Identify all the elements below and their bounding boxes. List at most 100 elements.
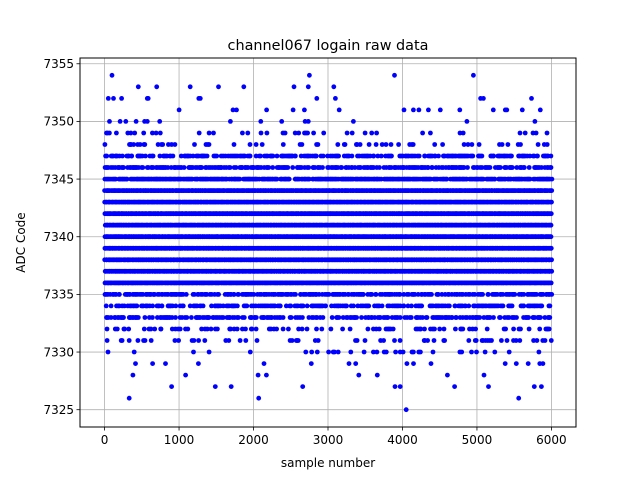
- data-point: [134, 303, 140, 309]
- data-point: [472, 292, 478, 297]
- data-point: [517, 338, 523, 343]
- data-point: [126, 338, 132, 343]
- data-point: [231, 292, 237, 297]
- data-point: [361, 349, 367, 355]
- data-point: [405, 303, 411, 309]
- data-point: [340, 315, 346, 320]
- data-point: [296, 326, 301, 332]
- data-point: [549, 257, 554, 263]
- data-point: [548, 211, 554, 217]
- data-point: [397, 292, 403, 297]
- data-point: [300, 303, 306, 309]
- data-point: [176, 338, 182, 343]
- data-point: [390, 326, 396, 332]
- data-point: [441, 326, 447, 332]
- data-point: [547, 315, 553, 320]
- data-point: [204, 326, 210, 332]
- data-point: [304, 326, 310, 332]
- data-point: [385, 315, 391, 320]
- data-point: [521, 292, 527, 297]
- data-point: [463, 303, 468, 309]
- data-point: [418, 326, 424, 332]
- data-point: [169, 315, 175, 320]
- data-point: [526, 315, 531, 320]
- data-point: [419, 303, 425, 309]
- data-point: [538, 315, 543, 320]
- data-point: [173, 303, 179, 309]
- data-point: [371, 349, 376, 355]
- data-point: [513, 361, 519, 366]
- data-point: [477, 315, 483, 320]
- data-point: [249, 326, 255, 332]
- data-point: [319, 326, 325, 332]
- data-point: [401, 303, 407, 309]
- data-point: [425, 338, 430, 343]
- data-point: [196, 338, 202, 343]
- data-point: [534, 338, 540, 343]
- data-point: [491, 315, 496, 320]
- data-point: [241, 315, 247, 320]
- data-point: [202, 338, 208, 343]
- data-point: [274, 326, 279, 332]
- data-point: [180, 303, 186, 309]
- data-point: [293, 292, 298, 297]
- data-point: [199, 326, 205, 332]
- data-point: [183, 292, 189, 297]
- data-point: [244, 303, 250, 309]
- data-point: [141, 326, 147, 332]
- data-point: [228, 326, 234, 332]
- data-point: [447, 303, 452, 309]
- data-point: [348, 349, 354, 355]
- data-point: [536, 349, 542, 355]
- data-point: [353, 361, 359, 366]
- data-point: [393, 349, 398, 355]
- data-point: [314, 349, 320, 355]
- data-point: [286, 176, 292, 182]
- data-point: [354, 315, 359, 320]
- data-point: [173, 315, 178, 320]
- data-point: [514, 315, 519, 320]
- data-point: [206, 315, 212, 320]
- data-point: [150, 303, 156, 309]
- data-point: [392, 384, 398, 389]
- data-point: [511, 326, 516, 332]
- data-point: [484, 326, 490, 332]
- data-point: [184, 315, 190, 320]
- data-point: [150, 361, 156, 366]
- data-point: [220, 315, 226, 320]
- data-point: [304, 303, 310, 309]
- data-point: [216, 292, 222, 297]
- data-point: [549, 292, 555, 297]
- data-point: [121, 315, 126, 320]
- data-point: [499, 338, 504, 343]
- data-point: [506, 349, 512, 355]
- data-point: [549, 268, 555, 274]
- data-point: [534, 292, 539, 297]
- data-point: [430, 349, 436, 355]
- data-point: [497, 315, 503, 320]
- data-point: [377, 315, 383, 320]
- data-point: [122, 303, 127, 309]
- data-point: [103, 303, 109, 309]
- data-point: [185, 326, 191, 332]
- data-point: [366, 303, 372, 309]
- data-point: [473, 338, 479, 343]
- data-point: [309, 349, 315, 355]
- data-point: [288, 303, 294, 309]
- data-point: [206, 349, 212, 355]
- data-point: [485, 292, 491, 297]
- data-point: [431, 338, 437, 343]
- data-point: [362, 338, 368, 343]
- data-point: [251, 292, 257, 297]
- data-point: [502, 361, 508, 366]
- data-point: [152, 326, 158, 332]
- data-point: [114, 326, 120, 332]
- data-point: [404, 361, 410, 366]
- data-point: [264, 372, 269, 378]
- data-point: [277, 303, 283, 309]
- data-point: [409, 303, 414, 309]
- data-point: [359, 315, 364, 320]
- data-point: [329, 315, 335, 320]
- data-point: [108, 303, 114, 309]
